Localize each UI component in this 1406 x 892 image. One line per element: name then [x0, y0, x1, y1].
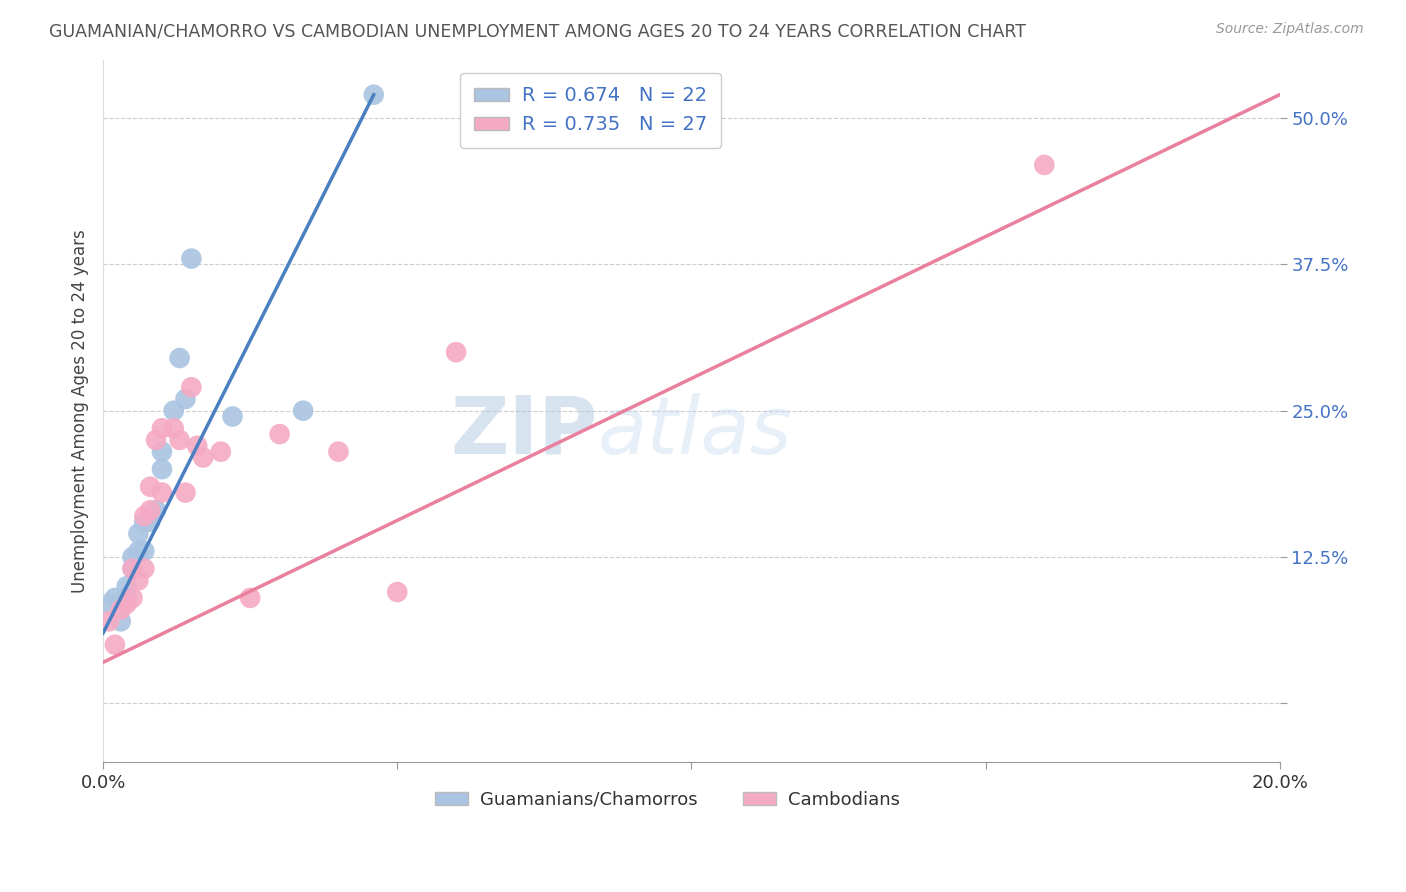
Point	[1033, 158, 1056, 172]
Point	[180, 380, 202, 394]
Point	[444, 345, 467, 359]
Point	[104, 591, 127, 605]
Point	[134, 515, 156, 529]
Point	[127, 574, 149, 588]
Point	[115, 591, 138, 605]
Point	[150, 421, 173, 435]
Point	[328, 444, 350, 458]
Point	[269, 427, 291, 442]
Point	[134, 544, 156, 558]
Point	[139, 480, 162, 494]
Point	[121, 562, 143, 576]
Point	[115, 579, 138, 593]
Y-axis label: Unemployment Among Ages 20 to 24 years: Unemployment Among Ages 20 to 24 years	[72, 229, 89, 592]
Point	[127, 544, 149, 558]
Point	[180, 252, 202, 266]
Point	[163, 421, 186, 435]
Point	[139, 515, 162, 529]
Point	[191, 450, 214, 465]
Point	[163, 403, 186, 417]
Text: ZIP: ZIP	[450, 392, 598, 471]
Point	[145, 433, 167, 447]
Point	[121, 591, 143, 605]
Point	[98, 597, 121, 611]
Point	[186, 439, 208, 453]
Text: atlas: atlas	[598, 392, 792, 471]
Point	[221, 409, 243, 424]
Point	[145, 503, 167, 517]
Point	[174, 392, 197, 406]
Point	[239, 591, 262, 605]
Point	[150, 485, 173, 500]
Point	[134, 562, 156, 576]
Point	[127, 526, 149, 541]
Point	[292, 403, 315, 417]
Point	[134, 508, 156, 523]
Point	[169, 351, 191, 365]
Text: Source: ZipAtlas.com: Source: ZipAtlas.com	[1216, 22, 1364, 37]
Legend: Guamanians/Chamorros, Cambodians: Guamanians/Chamorros, Cambodians	[427, 783, 908, 816]
Text: GUAMANIAN/CHAMORRO VS CAMBODIAN UNEMPLOYMENT AMONG AGES 20 TO 24 YEARS CORRELATI: GUAMANIAN/CHAMORRO VS CAMBODIAN UNEMPLOY…	[49, 22, 1026, 40]
Point	[150, 444, 173, 458]
Point	[104, 638, 127, 652]
Point	[209, 444, 232, 458]
Point	[387, 585, 409, 599]
Point	[139, 503, 162, 517]
Point	[110, 602, 132, 616]
Point	[121, 549, 143, 564]
Point	[174, 485, 197, 500]
Point	[121, 562, 143, 576]
Point	[363, 87, 385, 102]
Point	[150, 462, 173, 476]
Point	[115, 597, 138, 611]
Point	[169, 433, 191, 447]
Point	[98, 615, 121, 629]
Point	[110, 615, 132, 629]
